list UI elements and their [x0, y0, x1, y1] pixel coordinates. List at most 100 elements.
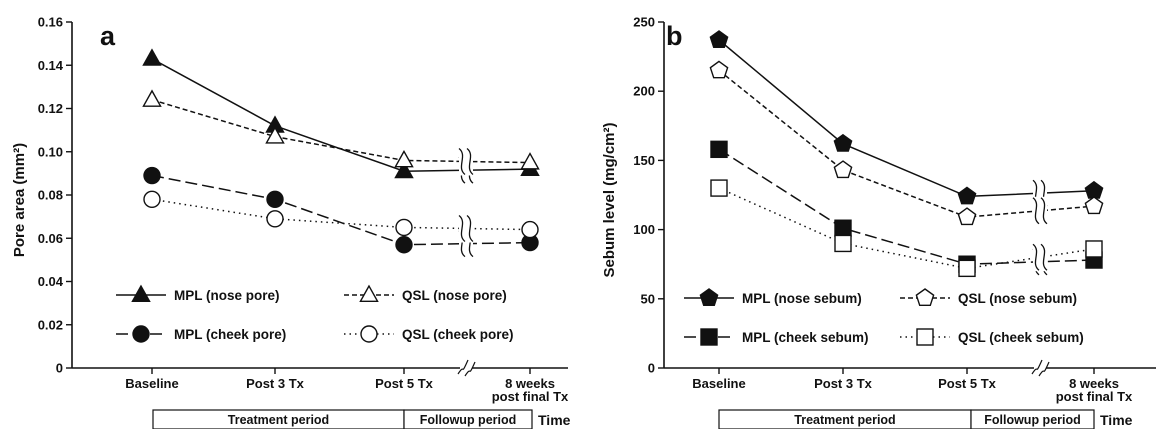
followup-period-box — [970, 409, 1095, 429]
series-line-3 — [151, 198, 531, 231]
y-tick-label: 0.12 — [38, 101, 63, 116]
series-break-icon-stroke — [466, 214, 474, 243]
data-point-circle — [521, 220, 539, 239]
data-point-square — [710, 140, 728, 159]
x-axis-title: Time — [538, 412, 571, 428]
y-tick-label: 50 — [641, 291, 655, 306]
series-break-icon-stroke — [458, 214, 466, 243]
y-tick-label: 0 — [56, 361, 63, 376]
y-tick-label: 150 — [633, 153, 655, 168]
y-tick-label: 250 — [633, 15, 655, 30]
x-axis-break-icon — [1031, 359, 1043, 375]
legend-label: MPL (nose sebum) — [742, 291, 862, 306]
period-label: Treatment period — [228, 413, 329, 427]
y-tick-label: 0 — [648, 361, 655, 376]
x-tick-label: 8 weeks — [505, 376, 555, 391]
y-tick-label: 0.10 — [38, 144, 63, 159]
data-point-circle — [266, 190, 284, 209]
y-axis-title: Sebum level (mg/cm²) — [601, 122, 618, 277]
data-point-triangle — [394, 160, 414, 179]
data-point-triangle — [394, 149, 414, 168]
legend-label: QSL (cheek pore) — [402, 327, 514, 342]
legend-label: QSL (nose pore) — [402, 288, 507, 303]
data-point-pentagon — [957, 186, 977, 205]
x-axis-break-icon — [464, 361, 476, 377]
panel-letter: b — [666, 21, 683, 51]
legend-marker-pentagon — [699, 288, 719, 306]
data-point-circle — [143, 166, 161, 185]
data-point-pentagon — [833, 160, 853, 179]
x-axis-title: Time — [1100, 412, 1133, 428]
data-point-circle — [143, 190, 161, 209]
period-label: Treatment period — [794, 413, 895, 427]
data-point-square — [958, 259, 976, 278]
series-line-2 — [718, 148, 1095, 265]
legend-marker-triangle — [131, 284, 151, 302]
x-tick-label: Post 5 Tx — [938, 376, 997, 391]
period-label: Followup period — [420, 413, 517, 427]
legend-label: MPL (cheek pore) — [174, 327, 286, 342]
legend-marker-pentagon — [915, 288, 935, 306]
series-line-1 — [718, 69, 1095, 218]
x-tick-label: Post 3 Tx — [814, 376, 873, 391]
series-break-icon-stroke — [458, 147, 466, 175]
x-tick-label: Baseline — [125, 376, 178, 391]
chart-panel-b: 0 50 100 150 200 250 Baseline Post 3 Tx Post 5 T… — [601, 15, 1156, 429]
series-line-1 — [151, 99, 531, 164]
followup-period-box — [403, 409, 533, 429]
series-break-icon-stroke — [1040, 197, 1048, 225]
data-point-pentagon — [957, 207, 977, 226]
data-point-pentagon — [709, 30, 729, 48]
data-point-pentagon — [1084, 180, 1104, 199]
data-point-circle — [395, 218, 413, 237]
data-point-square — [834, 219, 852, 237]
x-tick-label: Post 5 Tx — [375, 376, 434, 391]
data-point-triangle — [265, 126, 285, 144]
series-break-icon-stroke — [1032, 197, 1040, 225]
y-tick-label: 0.06 — [38, 231, 63, 246]
series-line-2 — [151, 174, 531, 246]
period-label: Followup period — [984, 413, 1081, 427]
y-axis-title: Pore area (mm²) — [11, 143, 28, 257]
legend-label: QSL (nose sebum) — [958, 291, 1077, 306]
data-point-pentagon — [833, 133, 853, 152]
data-point-square — [710, 179, 728, 197]
x-tick-label: post final Tx — [492, 389, 569, 404]
x-tick-label: Baseline — [692, 376, 745, 391]
y-tick-label: 0.02 — [38, 317, 63, 332]
legend-marker-circle — [360, 325, 378, 343]
y-tick-label: 0.14 — [38, 58, 64, 73]
series-break-icon-stroke — [1040, 243, 1048, 271]
data-point-triangle — [142, 89, 162, 107]
series-break-icon-stroke — [1032, 243, 1040, 271]
x-axis-break-mask — [1034, 364, 1046, 372]
data-point-triangle — [520, 152, 540, 170]
y-tick-label: 200 — [633, 84, 655, 99]
series-line-0 — [151, 58, 531, 172]
data-point-pentagon — [709, 60, 729, 79]
chart-panel-a: 0 0.02 0.04 0.06 0.08 0.10 0.12 0.14 0.16 Baselin… — [11, 15, 571, 429]
series-line-3 — [718, 187, 1095, 270]
y-tick-label: 0.16 — [38, 15, 63, 30]
y-tick-label: 0.04 — [38, 274, 64, 289]
x-axis-break-icon — [457, 359, 469, 375]
data-point-pentagon — [1084, 196, 1104, 215]
legend-label: QSL (cheek sebum) — [958, 330, 1084, 345]
panel-letter: a — [100, 21, 116, 51]
x-tick-label: Post 3 Tx — [246, 376, 305, 391]
data-point-square — [1085, 240, 1103, 258]
series-line-0 — [718, 39, 1095, 198]
x-tick-label: 8 weeks — [1069, 376, 1119, 391]
data-point-triangle — [142, 48, 162, 66]
y-tick-label: 0.08 — [38, 188, 63, 203]
legend-label: MPL (nose pore) — [174, 288, 280, 303]
legend-marker-square — [700, 328, 718, 346]
x-tick-label: post final Tx — [1056, 389, 1133, 404]
data-point-circle — [266, 210, 284, 228]
legend-marker-triangle — [359, 284, 379, 302]
data-point-square — [834, 234, 852, 253]
x-axis-break-icon — [1038, 361, 1050, 377]
series-break-icon-stroke — [466, 147, 474, 175]
data-point-circle — [395, 236, 413, 254]
